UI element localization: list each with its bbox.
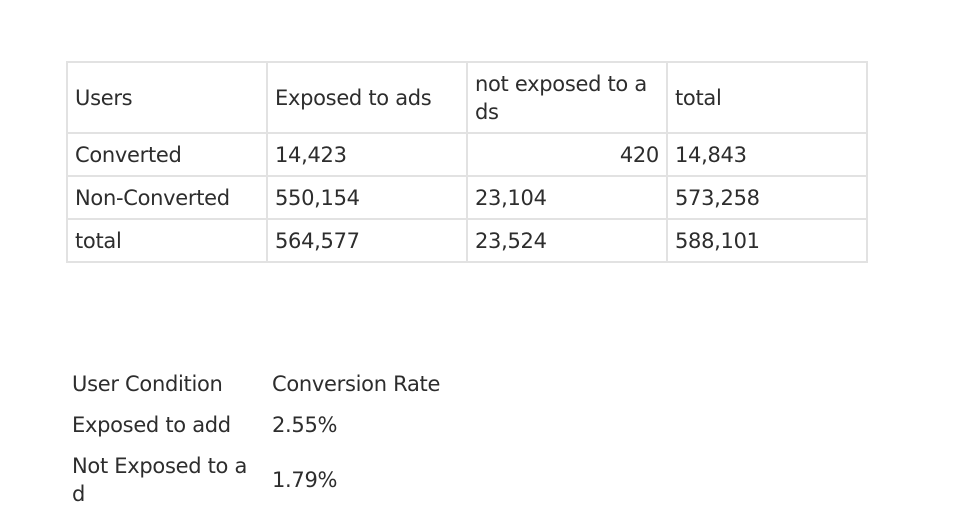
table-row: total 564,577 23,524 588,101	[66, 218, 868, 263]
cell-total: 588,101	[666, 218, 868, 263]
table-row: Converted 14,423 420 14,843	[66, 132, 868, 177]
header-exposed-to-ads: Exposed to ads	[266, 61, 468, 134]
header-not-exposed: not exposed to a ds	[466, 61, 668, 134]
row-label: total	[66, 218, 268, 263]
table-row: Non-Converted 550,154 23,104 573,258	[66, 175, 868, 220]
cell-exposed: 550,154	[266, 175, 468, 220]
conversion-rate-value: 2.55%	[272, 413, 338, 437]
table-row: Exposed to add 2.55%	[64, 404, 464, 446]
cell-total: 14,843	[666, 132, 868, 177]
row-label: Non-Converted	[66, 175, 268, 220]
table-row: Not Exposed to a d 1.79%	[64, 446, 464, 514]
contingency-table: Users Exposed to ads not exposed to a ds…	[66, 61, 868, 263]
conversion-rate-value: 1.79%	[272, 468, 338, 492]
conversion-rate-table: User Condition Conversion Rate Exposed t…	[64, 364, 464, 514]
cell-exposed: 564,577	[266, 218, 468, 263]
header-conversion-rate: Conversion Rate	[272, 372, 441, 396]
cell-exposed: 14,423	[266, 132, 468, 177]
header-total: total	[666, 61, 868, 134]
contingency-header-row: Users Exposed to ads not exposed to a ds…	[66, 61, 868, 134]
cell-not-exposed: 23,104	[466, 175, 668, 220]
condition-label: Not Exposed to a d	[72, 454, 248, 506]
header-users: Users	[66, 61, 268, 134]
row-label: Converted	[66, 132, 268, 177]
cell-not-exposed: 23,524	[466, 218, 668, 263]
cell-not-exposed: 420	[466, 132, 668, 177]
conversion-header-row: User Condition Conversion Rate	[64, 364, 464, 404]
header-user-condition: User Condition	[72, 372, 223, 396]
condition-label: Exposed to add	[72, 413, 231, 437]
cell-total: 573,258	[666, 175, 868, 220]
